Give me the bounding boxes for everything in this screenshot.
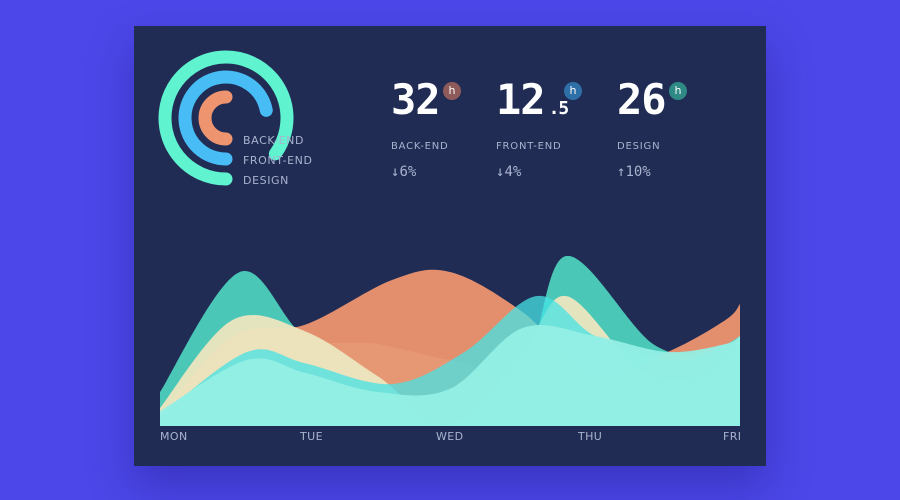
x-tick-label: MON [160, 430, 188, 443]
arrow-down-icon: ↓ [496, 164, 505, 180]
radial-progress-chart [158, 50, 294, 186]
x-axis-labels: MON TUE WED THU FRI [134, 430, 766, 446]
weekly-area-chart [160, 256, 740, 426]
ring-legend: BACK-END FRONT-END DESIGN [243, 131, 313, 191]
legend-front-end: FRONT-END [243, 154, 313, 167]
back-end-ring [198, 90, 233, 146]
arrow-down-icon: ↓ [391, 164, 400, 180]
stat-back-end: 32 h BACK-END ↓6% [391, 75, 461, 180]
legend-back-end: BACK-END [243, 134, 305, 147]
stat-change: ↑10% [617, 164, 651, 180]
stat-value: 12.5 [496, 75, 569, 124]
area-series-base [160, 324, 740, 426]
stat-label: DESIGN [617, 141, 661, 152]
hours-badge: h [669, 82, 687, 100]
stat-design: 26 h DESIGN ↑10% [617, 75, 687, 180]
dashboard-card: BACK-END FRONT-END DESIGN 32 h BACK-END … [134, 26, 766, 466]
design-ring [158, 50, 294, 186]
stat-label: BACK-END [391, 141, 449, 152]
stat-value: 26 [617, 75, 667, 124]
stat-change: ↓4% [496, 164, 522, 180]
x-tick-label: TUE [300, 430, 323, 443]
x-tick-label: WED [436, 430, 464, 443]
hours-badge: h [564, 82, 582, 100]
x-tick-label: FRI [723, 430, 742, 443]
stat-label: FRONT-END [496, 141, 562, 152]
x-tick-label: THU [578, 430, 603, 443]
stat-value: 32 [391, 75, 441, 124]
stat-change: ↓6% [391, 164, 417, 180]
legend-design: DESIGN [243, 174, 289, 187]
hours-badge: h [443, 82, 461, 100]
arrow-up-icon: ↑ [617, 164, 626, 180]
stat-front-end: 12.5 h FRONT-END ↓4% [496, 75, 582, 180]
front-end-ring [178, 70, 273, 166]
